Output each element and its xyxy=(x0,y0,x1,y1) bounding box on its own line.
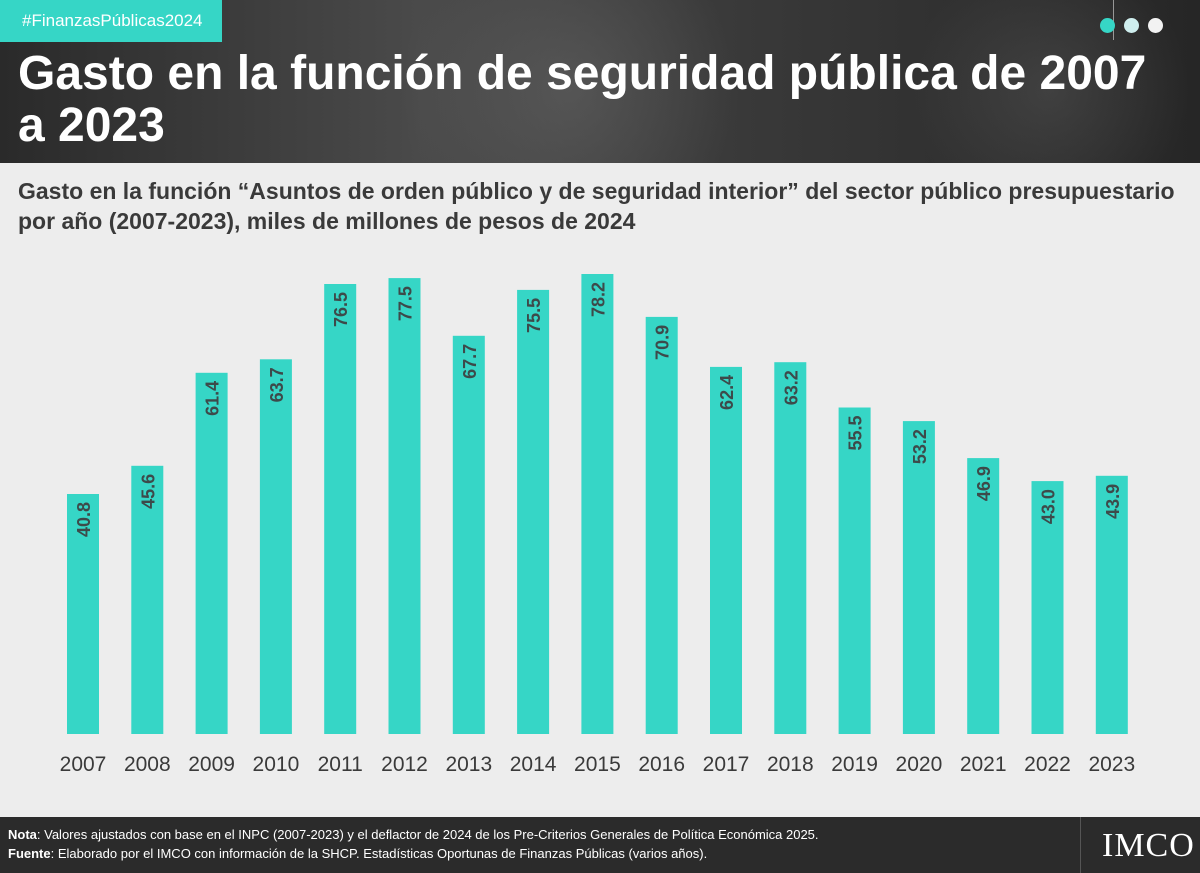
data-label-2015: 78.2 xyxy=(588,282,608,317)
background-texture xyxy=(360,0,780,163)
bar-2012 xyxy=(388,278,421,734)
data-label-2008: 45.6 xyxy=(138,474,158,509)
data-label-2010: 63.7 xyxy=(267,367,287,402)
data-label-2019: 55.5 xyxy=(846,416,866,451)
data-label-2016: 70.9 xyxy=(653,325,673,360)
data-label-2014: 75.5 xyxy=(524,298,544,333)
hashtag-tag: #FinanzasPúblicas2024 xyxy=(0,0,222,42)
x-tick-2010: 2010 xyxy=(253,753,300,776)
bar-2022 xyxy=(1031,481,1064,734)
data-label-2007: 40.8 xyxy=(74,502,94,537)
page-title: Gasto en la función de seguridad pública… xyxy=(18,47,1147,152)
x-tick-2011: 2011 xyxy=(318,753,363,776)
x-tick-2015: 2015 xyxy=(574,753,621,776)
chart-panel: Gasto en la función “Asuntos de orden pú… xyxy=(0,163,1200,817)
data-label-2020: 53.2 xyxy=(910,429,930,464)
source-text: : Elaborado por el IMCO con información … xyxy=(50,846,708,861)
x-tick-2021: 2021 xyxy=(960,753,1007,776)
bar-2016 xyxy=(645,316,678,734)
x-tick-2009: 2009 xyxy=(188,753,235,776)
dot-icon xyxy=(1100,18,1115,33)
note-text: : Valores ajustados con base en el INPC … xyxy=(36,827,819,842)
bar-2011 xyxy=(324,284,357,734)
x-tick-2007: 2007 xyxy=(60,753,107,776)
x-tick-2012: 2012 xyxy=(381,753,428,776)
dots-indicator xyxy=(1100,18,1164,36)
bar-2023 xyxy=(1095,475,1128,734)
bar-2021 xyxy=(967,458,1000,734)
x-tick-2018: 2018 xyxy=(767,753,814,776)
x-tick-2013: 2013 xyxy=(445,753,492,776)
bar-2017 xyxy=(710,366,742,734)
header-banner: #FinanzasPúblicas2024 Gasto en la funció… xyxy=(0,0,1200,163)
data-label-2021: 46.9 xyxy=(974,466,994,501)
bar-2013 xyxy=(452,335,485,734)
footer: Nota: Valores ajustados con base en el I… xyxy=(0,817,1200,873)
bar-2010 xyxy=(259,359,292,734)
note-line: Nota: Valores ajustados con base en el I… xyxy=(8,827,819,842)
x-tick-2008: 2008 xyxy=(124,753,171,776)
bar-2015 xyxy=(581,274,614,734)
data-label-2022: 43.0 xyxy=(1039,489,1059,524)
bar-2009 xyxy=(195,372,228,734)
source-line: Fuente: Elaborado por el IMCO con inform… xyxy=(8,846,707,861)
data-label-2023: 43.9 xyxy=(1103,484,1123,519)
bar-2014 xyxy=(517,289,550,734)
data-label-2018: 63.2 xyxy=(781,370,801,405)
data-label-2011: 76.5 xyxy=(331,292,351,327)
bar-2008 xyxy=(131,465,164,734)
dot-icon xyxy=(1148,18,1163,33)
x-tick-2017: 2017 xyxy=(703,753,750,776)
source-label: Fuente xyxy=(8,846,51,861)
bar-chart: 40.8 45.6 61.4 63.7 76.5 77.5 67.7 75.5 78.2 70.9… xyxy=(60,274,1135,776)
bar-2018 xyxy=(774,362,807,734)
imco-logo: IMCO xyxy=(1102,827,1195,864)
x-tick-2022: 2022 xyxy=(1024,753,1071,776)
data-label-2012: 77.5 xyxy=(396,286,416,321)
bar-2007 xyxy=(67,494,99,734)
chart-subtitle: Gasto en la función “Asuntos de orden pú… xyxy=(18,178,1175,234)
dot-icon xyxy=(1124,18,1139,33)
note-label: Nota xyxy=(8,827,37,842)
data-label-2009: 61.4 xyxy=(203,381,223,416)
data-label-2013: 67.7 xyxy=(460,344,480,379)
x-tick-2019: 2019 xyxy=(831,753,878,776)
bar-2020 xyxy=(902,421,935,734)
x-tick-2023: 2023 xyxy=(1088,753,1135,776)
divider-line xyxy=(1080,817,1081,873)
x-tick-2020: 2020 xyxy=(896,753,943,776)
x-tick-2016: 2016 xyxy=(638,753,685,776)
data-label-2017: 62.4 xyxy=(717,375,737,410)
x-tick-2014: 2014 xyxy=(510,753,557,776)
bar-2019 xyxy=(838,407,871,734)
